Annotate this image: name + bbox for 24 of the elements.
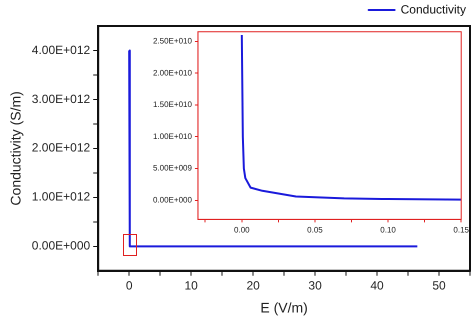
x-tick-label: 0.15 <box>453 225 470 234</box>
legend-label: Conductivity <box>400 2 466 16</box>
x-tick-label: 20 <box>246 278 260 292</box>
x-tick-label: 10 <box>184 278 198 292</box>
x-axis-title: E (V/m) <box>260 299 308 316</box>
y-tick-label: 0.00E+000 <box>32 238 91 253</box>
x-tick-label: 50 <box>432 278 446 292</box>
y-tick-label: 2.50E+010 <box>152 36 192 46</box>
y-tick-label: 1.50E+010 <box>152 100 192 110</box>
x-tick-label: 0.00 <box>234 225 250 234</box>
y-tick-label: 2.00E+010 <box>152 68 192 78</box>
y-tick-label: 5.00E+009 <box>152 164 192 173</box>
y-tick-label: 1.00E+012 <box>32 190 91 204</box>
x-tick-label: 0.05 <box>307 225 324 234</box>
y-tick-label: 0.00E+000 <box>152 196 192 205</box>
y-tick-label: 4.00E+012 <box>32 42 91 57</box>
y-tick-label: 2.00E+012 <box>32 140 91 155</box>
y-axis-title: Conductivity (S/m) <box>7 91 24 206</box>
x-tick-label: 30 <box>308 278 322 292</box>
x-tick-label: 0.10 <box>380 225 396 234</box>
x-tick-label: 40 <box>370 278 384 292</box>
x-tick-label: 0 <box>126 278 133 292</box>
y-tick-label: 1.00E+010 <box>152 132 192 141</box>
y-tick-label: 3.00E+012 <box>32 92 91 106</box>
